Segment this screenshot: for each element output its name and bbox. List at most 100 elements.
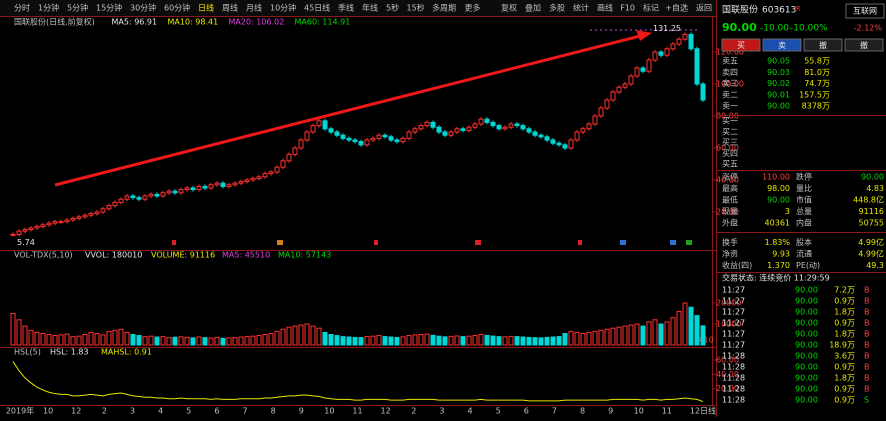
tool-button[interactable]: 返回 (696, 4, 712, 13)
tool-button[interactable]: 复权 (501, 3, 517, 13)
period-tab[interactable]: 更多 (465, 3, 481, 13)
volume-bar (388, 336, 394, 346)
period-tab[interactable]: 30分钟 (130, 3, 156, 13)
candle (358, 141, 364, 146)
indicator-value: MA60: 114.91 (295, 18, 351, 27)
period-tab[interactable]: 月线 (246, 3, 262, 13)
candle (610, 91, 616, 101)
candle (190, 187, 196, 191)
candle (34, 225, 40, 229)
period-tab[interactable]: 日线 (198, 3, 214, 13)
volume-bar (106, 330, 112, 346)
tool-button[interactable]: 叠加 (525, 3, 541, 13)
candle (136, 197, 142, 200)
stat-value: 110.00 (762, 173, 790, 182)
candle (70, 217, 76, 221)
candle (250, 177, 256, 181)
volume-bar (304, 323, 310, 346)
candle (334, 131, 340, 136)
trade-button-label[interactable]: 撤 (819, 40, 827, 50)
volume-bar (688, 306, 694, 346)
indicator-value: MAHSL: 0.91 (101, 348, 152, 357)
trade-button[interactable] (721, 38, 761, 52)
period-tab[interactable]: 多周期 (432, 3, 456, 13)
period-tab[interactable]: 周线 (222, 3, 238, 13)
ask-price: 90.05 (767, 57, 790, 66)
high-label: 131.25 (653, 24, 681, 33)
stat-value: 9.93 (772, 250, 790, 259)
trade-button[interactable] (803, 38, 843, 52)
sector-button[interactable] (845, 3, 885, 19)
volume-bar (628, 324, 634, 346)
candle (496, 125, 502, 130)
candle (664, 48, 670, 56)
period-tab[interactable]: 5分钟 (67, 3, 88, 13)
volume-bar (22, 325, 28, 346)
period-tab[interactable]: 60分钟 (164, 3, 190, 13)
volume-bar (160, 336, 166, 346)
trade-volume: 0.9万 (834, 396, 855, 405)
candle (652, 51, 658, 61)
period-tab[interactable]: 45日线 (304, 3, 330, 13)
x-tick-label: 4 (158, 407, 163, 416)
trade-price: 90.00 (795, 330, 818, 339)
trade-button-label[interactable]: 买 (737, 41, 745, 50)
candle (448, 131, 454, 136)
tool-button[interactable]: 统计 (573, 3, 589, 13)
ask-volume: 8378万 (802, 102, 830, 111)
volume-bar (292, 325, 298, 346)
candle (142, 195, 148, 200)
stat-label: 最低 (722, 195, 738, 205)
trade-button-label[interactable]: 卖 (778, 41, 786, 50)
trade-button[interactable] (762, 38, 802, 52)
y-tick-label: 20000 (716, 299, 741, 308)
tool-button[interactable]: 多股 (549, 3, 565, 13)
indicator-value: VOLUME: 91116 (151, 251, 215, 260)
trade-volume: 0.9万 (834, 297, 855, 306)
volume-bar (400, 336, 406, 346)
candle (262, 173, 268, 178)
tool-button[interactable]: 画线 (597, 3, 613, 13)
trade-button-label[interactable]: 撤 (860, 40, 868, 50)
x-tick-label: 8 (580, 407, 585, 416)
period-tag: 日线 (700, 406, 716, 416)
volume-bar (610, 327, 616, 346)
volume-bar (232, 337, 238, 346)
volume-bar (676, 310, 682, 346)
period-tab[interactable]: 分时 (14, 3, 30, 13)
stat-label: 最高 (722, 183, 738, 193)
candle (634, 67, 640, 77)
period-tab[interactable]: 5秒 (386, 3, 399, 13)
x-tick-label: 12 (690, 407, 700, 416)
change: -10.00 (760, 24, 789, 34)
period-tab[interactable]: 15秒 (407, 3, 425, 13)
period-tab[interactable]: 1分钟 (38, 3, 59, 13)
trade-time: 11:27 (722, 330, 745, 339)
stat-label: 收益(四) (722, 260, 752, 270)
volume-bar (172, 336, 178, 346)
sector[interactable]: 互联网 (853, 7, 877, 16)
trade-time: 11:28 (722, 374, 745, 383)
volume-bar (478, 334, 484, 346)
trade-status: 交易状态: 连续竞价 11:29:59 (722, 273, 830, 283)
tool-button[interactable]: F10 (620, 4, 635, 13)
other-pct: -2.12% (854, 24, 883, 33)
y-tick-label: 20.00 (716, 384, 739, 393)
period-tab[interactable]: 10分钟 (270, 3, 296, 13)
trade-price: 90.00 (795, 385, 818, 394)
volume-bar (184, 336, 190, 346)
volume-bar (406, 335, 412, 346)
trade-button[interactable] (844, 38, 884, 52)
period-tab[interactable]: 年线 (362, 3, 378, 13)
tool-button[interactable]: +自选 (665, 3, 688, 13)
period-tab[interactable]: 季线 (338, 3, 354, 13)
tool-button[interactable]: 标记 (643, 3, 659, 13)
ask-label: 卖五 (722, 57, 738, 66)
candle (100, 208, 106, 213)
candle (406, 131, 412, 139)
price: 90.00 (722, 21, 757, 34)
stat-label: 净资 (722, 249, 738, 259)
period-tab[interactable]: 15分钟 (96, 3, 122, 13)
volume-bar (526, 336, 532, 346)
volume-bar (658, 323, 664, 346)
